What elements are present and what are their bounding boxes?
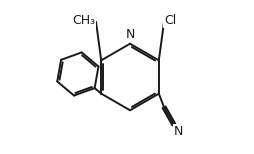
Text: Cl: Cl — [164, 14, 176, 27]
Text: N: N — [174, 125, 184, 138]
Text: N: N — [125, 28, 135, 41]
Text: CH₃: CH₃ — [72, 14, 95, 27]
